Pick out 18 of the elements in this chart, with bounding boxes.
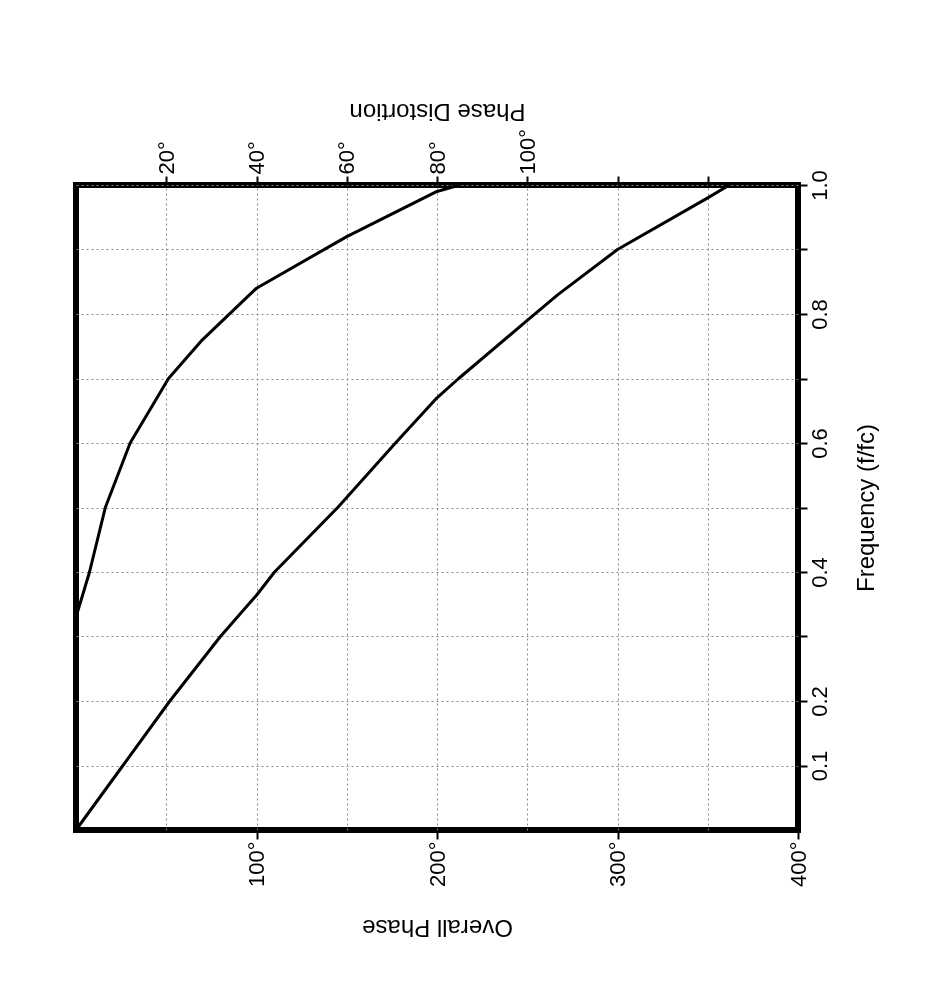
x2-tick-label: 80° [424,141,450,175]
y-tick-label: 1.0 [806,170,832,201]
y-tick-label: 0.8 [806,299,832,330]
x2-tick-label: 60° [334,141,360,175]
x-axis-title: Overall Phase [362,915,513,942]
x2-tick-label: 40° [244,141,269,175]
x-tick-label: 400° [785,841,811,888]
y-axis-title: Frequency (f/fc) [851,423,879,593]
y-tick-label: 0.2 [806,686,832,717]
y-tick-label: 0.6 [806,428,832,459]
x2-tick-label: 100° [514,128,540,175]
y-tick-label: 0.1 [806,750,832,782]
x2-tick-label: 20° [153,141,179,175]
x2-axis-title: Phase Distortion [349,99,526,126]
x-tick-label: 200° [424,841,450,888]
x-tick-label: 100° [244,841,269,888]
y-tick-label: 0.4 [806,557,832,588]
x-tick-label: 300° [605,841,630,888]
